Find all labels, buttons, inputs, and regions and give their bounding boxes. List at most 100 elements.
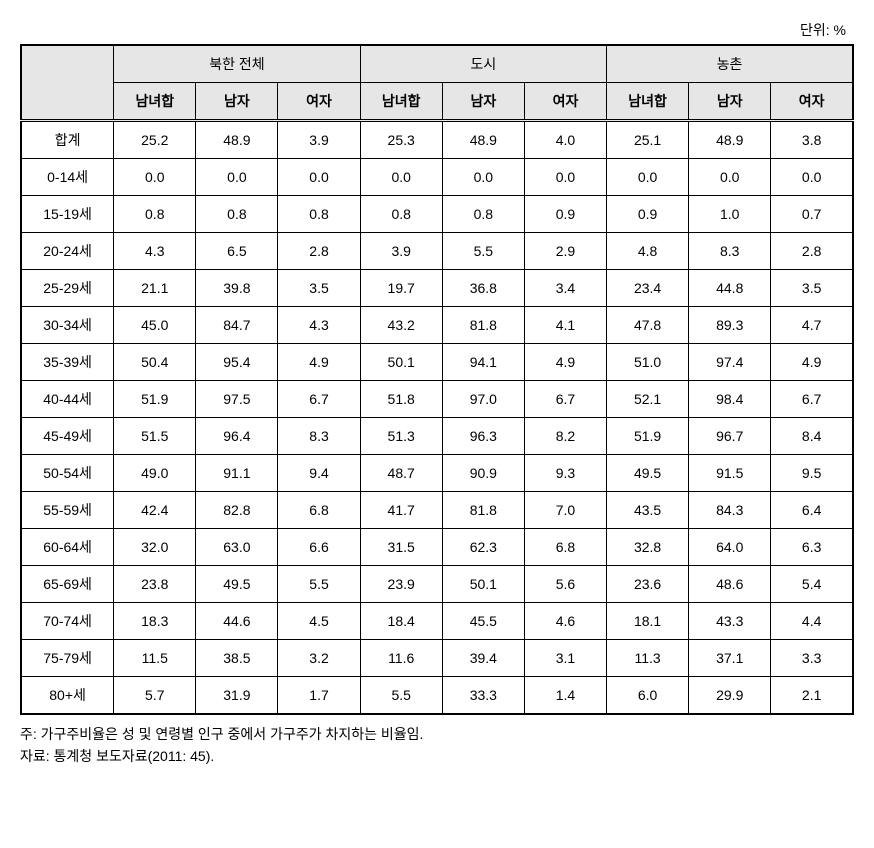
data-cell: 97.4 — [689, 344, 771, 381]
row-label: 60-64세 — [21, 529, 114, 566]
data-cell: 43.5 — [607, 492, 689, 529]
data-cell: 82.8 — [196, 492, 278, 529]
data-cell: 9.4 — [278, 455, 360, 492]
data-cell: 49.5 — [196, 566, 278, 603]
data-cell: 6.5 — [196, 233, 278, 270]
data-cell: 49.5 — [607, 455, 689, 492]
data-cell: 23.6 — [607, 566, 689, 603]
data-cell: 0.0 — [360, 159, 442, 196]
data-cell: 97.5 — [196, 381, 278, 418]
data-cell: 49.0 — [114, 455, 196, 492]
data-cell: 91.1 — [196, 455, 278, 492]
data-cell: 51.3 — [360, 418, 442, 455]
data-cell: 0.0 — [196, 159, 278, 196]
data-cell: 5.5 — [278, 566, 360, 603]
data-cell: 5.5 — [442, 233, 524, 270]
data-cell: 4.7 — [771, 307, 853, 344]
data-cell: 3.5 — [278, 270, 360, 307]
data-cell: 5.5 — [360, 677, 442, 715]
data-cell: 0.8 — [196, 196, 278, 233]
data-cell: 36.8 — [442, 270, 524, 307]
row-label: 35-39세 — [21, 344, 114, 381]
data-cell: 31.5 — [360, 529, 442, 566]
data-cell: 6.7 — [771, 381, 853, 418]
data-cell: 37.1 — [689, 640, 771, 677]
data-cell: 96.4 — [196, 418, 278, 455]
data-cell: 4.1 — [524, 307, 606, 344]
data-cell: 6.6 — [278, 529, 360, 566]
data-cell: 5.6 — [524, 566, 606, 603]
sub-header-3: 남녀합 — [360, 83, 442, 121]
row-label: 50-54세 — [21, 455, 114, 492]
row-label: 20-24세 — [21, 233, 114, 270]
table-row: 80+세5.731.91.75.533.31.46.029.92.1 — [21, 677, 853, 715]
data-cell: 81.8 — [442, 492, 524, 529]
data-cell: 29.9 — [689, 677, 771, 715]
data-cell: 5.4 — [771, 566, 853, 603]
data-cell: 39.8 — [196, 270, 278, 307]
data-cell: 51.8 — [360, 381, 442, 418]
table-row: 55-59세42.482.86.841.781.87.043.584.36.4 — [21, 492, 853, 529]
data-cell: 6.4 — [771, 492, 853, 529]
group-header-1: 도시 — [360, 45, 606, 83]
footnote-source: 자료: 통계청 보도자료(2011: 45). — [20, 745, 854, 767]
data-cell: 3.3 — [771, 640, 853, 677]
data-cell: 97.0 — [442, 381, 524, 418]
data-cell: 3.1 — [524, 640, 606, 677]
data-cell: 41.7 — [360, 492, 442, 529]
data-cell: 0.7 — [771, 196, 853, 233]
row-label: 45-49세 — [21, 418, 114, 455]
data-cell: 6.0 — [607, 677, 689, 715]
data-cell: 0.0 — [607, 159, 689, 196]
data-cell: 3.5 — [771, 270, 853, 307]
data-cell: 2.9 — [524, 233, 606, 270]
data-cell: 4.6 — [524, 603, 606, 640]
table-row: 40-44세51.997.56.751.897.06.752.198.46.7 — [21, 381, 853, 418]
data-cell: 25.2 — [114, 121, 196, 159]
data-cell: 6.3 — [771, 529, 853, 566]
data-cell: 91.5 — [689, 455, 771, 492]
data-cell: 4.9 — [524, 344, 606, 381]
data-cell: 21.1 — [114, 270, 196, 307]
table-row: 35-39세50.495.44.950.194.14.951.097.44.9 — [21, 344, 853, 381]
table-row: 합계25.248.93.925.348.94.025.148.93.8 — [21, 121, 853, 159]
data-cell: 51.9 — [607, 418, 689, 455]
data-cell: 45.5 — [442, 603, 524, 640]
data-cell: 23.9 — [360, 566, 442, 603]
footnote-note: 주: 가구주비율은 성 및 연령별 인구 중에서 가구주가 차지하는 비율임. — [20, 723, 854, 745]
data-cell: 8.2 — [524, 418, 606, 455]
sub-header-4: 남자 — [442, 83, 524, 121]
row-label: 0-14세 — [21, 159, 114, 196]
data-cell: 11.5 — [114, 640, 196, 677]
data-cell: 43.3 — [689, 603, 771, 640]
data-cell: 50.4 — [114, 344, 196, 381]
data-cell: 0.8 — [442, 196, 524, 233]
data-cell: 3.4 — [524, 270, 606, 307]
table-row: 20-24세4.36.52.83.95.52.94.88.32.8 — [21, 233, 853, 270]
data-cell: 8.4 — [771, 418, 853, 455]
data-cell: 32.8 — [607, 529, 689, 566]
data-cell: 42.4 — [114, 492, 196, 529]
data-cell: 31.9 — [196, 677, 278, 715]
sub-header-row: 남녀합남자여자남녀합남자여자남녀합남자여자 — [21, 83, 853, 121]
sub-header-5: 여자 — [524, 83, 606, 121]
data-cell: 50.1 — [360, 344, 442, 381]
data-cell: 1.0 — [689, 196, 771, 233]
data-cell: 4.8 — [607, 233, 689, 270]
table-row: 50-54세49.091.19.448.790.99.349.591.59.5 — [21, 455, 853, 492]
data-cell: 84.3 — [689, 492, 771, 529]
data-cell: 11.6 — [360, 640, 442, 677]
data-cell: 0.0 — [442, 159, 524, 196]
row-label: 80+세 — [21, 677, 114, 715]
table-row: 65-69세23.849.55.523.950.15.623.648.65.4 — [21, 566, 853, 603]
sub-header-8: 여자 — [771, 83, 853, 121]
data-cell: 4.3 — [278, 307, 360, 344]
data-cell: 38.5 — [196, 640, 278, 677]
data-cell: 0.8 — [360, 196, 442, 233]
data-cell: 6.7 — [278, 381, 360, 418]
data-cell: 84.7 — [196, 307, 278, 344]
data-cell: 19.7 — [360, 270, 442, 307]
table-body: 합계25.248.93.925.348.94.025.148.93.80-14세… — [21, 121, 853, 715]
data-cell: 33.3 — [442, 677, 524, 715]
data-cell: 0.0 — [524, 159, 606, 196]
